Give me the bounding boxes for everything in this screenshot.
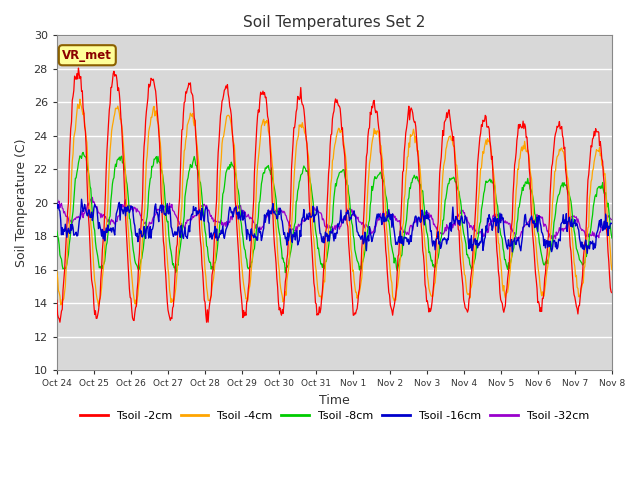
Text: VR_met: VR_met bbox=[62, 49, 112, 62]
Y-axis label: Soil Temperature (C): Soil Temperature (C) bbox=[15, 139, 28, 267]
Legend: Tsoil -2cm, Tsoil -4cm, Tsoil -8cm, Tsoil -16cm, Tsoil -32cm: Tsoil -2cm, Tsoil -4cm, Tsoil -8cm, Tsoi… bbox=[76, 406, 593, 425]
Title: Soil Temperatures Set 2: Soil Temperatures Set 2 bbox=[243, 15, 426, 30]
X-axis label: Time: Time bbox=[319, 394, 349, 407]
